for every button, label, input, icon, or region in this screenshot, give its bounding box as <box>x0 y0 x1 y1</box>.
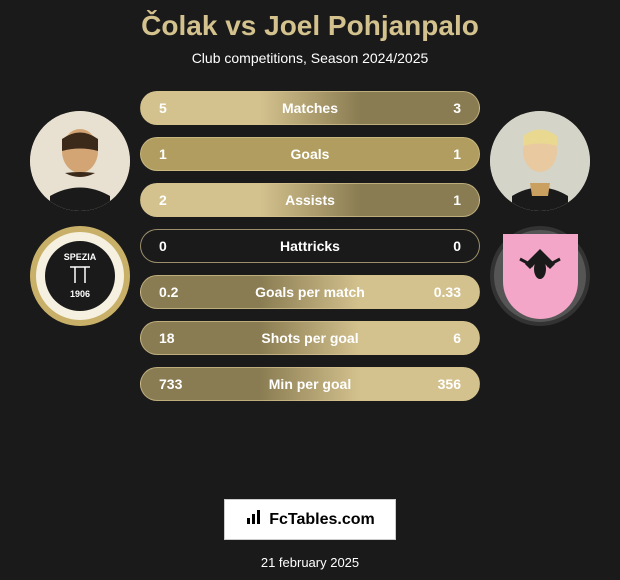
player-right-photo <box>490 111 590 211</box>
footer: FcTables.com 21 february 2025 <box>224 499 396 570</box>
stat-left-value: 18 <box>159 330 199 346</box>
stat-row: 5Matches3 <box>140 91 480 125</box>
stat-left-value: 5 <box>159 100 199 116</box>
stat-row: 0.2Goals per match0.33 <box>140 275 480 309</box>
page-title: Čolak vs Joel Pohjanpalo <box>141 10 479 42</box>
stat-right-value: 1 <box>421 192 461 208</box>
stat-row: 18Shots per goal6 <box>140 321 480 355</box>
club-left-name: SPEZIA <box>64 252 97 262</box>
stat-label: Matches <box>199 100 421 116</box>
club-left-year: 1906 <box>70 289 90 299</box>
stat-label: Goals per match <box>199 284 421 300</box>
main-content: SPEZIA 1906 5Matches31Goals12Assists10Ha… <box>0 91 620 489</box>
date-label: 21 february 2025 <box>261 555 359 570</box>
stat-right-value: 3 <box>421 100 461 116</box>
comparison-card: Čolak vs Joel Pohjanpalo Club competitio… <box>0 0 620 580</box>
brand-box[interactable]: FcTables.com <box>224 499 396 540</box>
stat-right-value: 356 <box>421 376 461 392</box>
season-subtitle: Club competitions, Season 2024/2025 <box>192 50 429 66</box>
chart-icon <box>245 508 263 531</box>
stats-column: 5Matches31Goals12Assists10Hattricks00.2G… <box>140 91 480 401</box>
stat-row: 2Assists1 <box>140 183 480 217</box>
club-right-logo <box>490 226 590 326</box>
stat-right-value: 6 <box>421 330 461 346</box>
left-column: SPEZIA 1906 <box>20 91 140 326</box>
stat-left-value: 0.2 <box>159 284 199 300</box>
stat-right-value: 1 <box>421 146 461 162</box>
stat-left-value: 0 <box>159 238 199 254</box>
club-left-logo: SPEZIA 1906 <box>30 226 130 326</box>
stat-label: Hattricks <box>199 238 421 254</box>
stat-row: 0Hattricks0 <box>140 229 480 263</box>
brand-label: FcTables.com <box>269 511 375 529</box>
player-left-photo <box>30 111 130 211</box>
stat-right-value: 0 <box>421 238 461 254</box>
stat-left-value: 1 <box>159 146 199 162</box>
stat-right-value: 0.33 <box>421 284 461 300</box>
stat-row: 1Goals1 <box>140 137 480 171</box>
stat-row: 733Min per goal356 <box>140 367 480 401</box>
stat-left-value: 733 <box>159 376 199 392</box>
stat-left-value: 2 <box>159 192 199 208</box>
right-column <box>480 91 600 326</box>
stat-label: Min per goal <box>199 376 421 392</box>
stat-label: Assists <box>199 192 421 208</box>
stat-label: Goals <box>199 146 421 162</box>
stat-label: Shots per goal <box>199 330 421 346</box>
